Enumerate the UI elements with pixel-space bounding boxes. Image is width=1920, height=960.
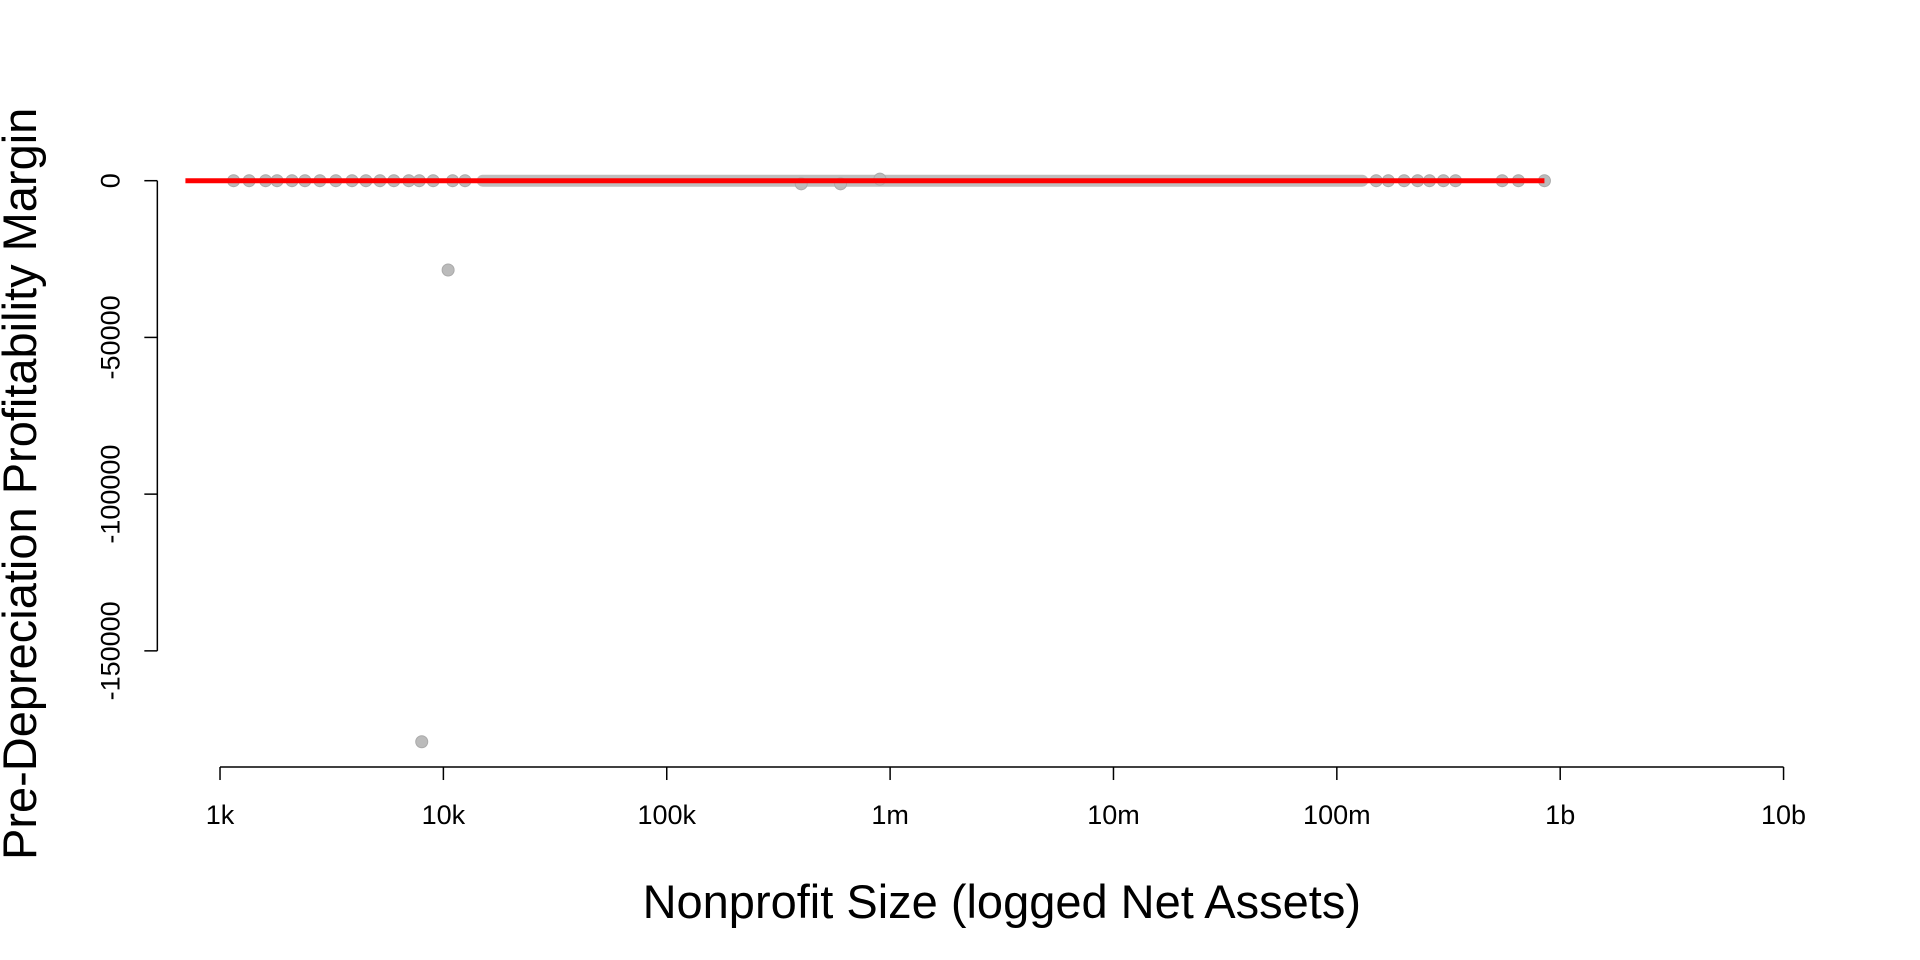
y-tick-label: 0 <box>95 173 125 188</box>
data-point <box>441 263 455 277</box>
y-tick-label: -50000 <box>95 295 125 379</box>
x-tick-label: 10m <box>1087 800 1140 830</box>
x-tick-label: 100m <box>1303 800 1371 830</box>
x-tick-label: 1b <box>1545 800 1575 830</box>
x-tick-label: 1k <box>206 800 235 830</box>
y-axis-title: Pre-Depreciation Profitability Margin <box>0 108 46 860</box>
x-tick-label: 100k <box>637 800 696 830</box>
data-point <box>415 735 429 749</box>
y-tick-label: -150000 <box>95 601 125 700</box>
x-tick-label: 10b <box>1761 800 1806 830</box>
x-axis-title: Nonprofit Size (logged Net Assets) <box>643 875 1361 928</box>
x-tick-label: 10k <box>422 800 466 830</box>
x-tick-label: 1m <box>871 800 909 830</box>
y-tick-label: -100000 <box>95 445 125 544</box>
